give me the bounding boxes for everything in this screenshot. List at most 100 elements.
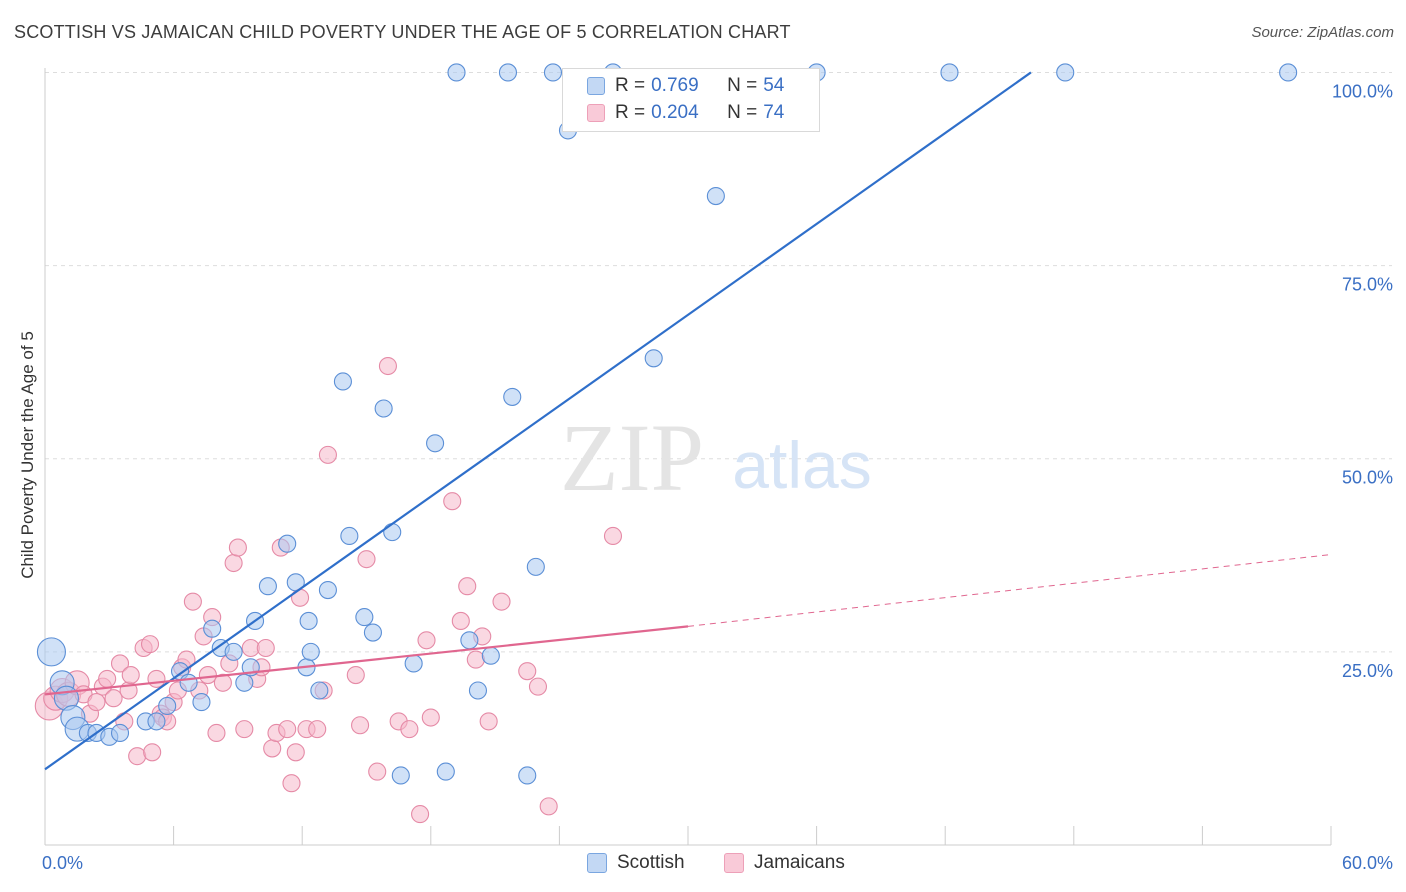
scottish-point — [447, 63, 466, 82]
scottish-point — [355, 608, 374, 627]
scottish-point — [481, 646, 500, 665]
scottish-point — [36, 637, 66, 667]
scottish-point — [147, 712, 166, 731]
series-legend: Scottish Jamaicans — [0, 852, 1406, 878]
scottish-point — [310, 681, 329, 700]
jamaicans-point — [121, 665, 140, 685]
x-tick-label-max: 60.0% — [1342, 853, 1393, 873]
series-legend-scottish[interactable]: Scottish — [587, 852, 685, 874]
jamaicans-point — [282, 774, 301, 793]
scottish-point — [363, 623, 382, 642]
scottish-point — [1279, 63, 1298, 82]
jamaicans-point — [143, 743, 162, 762]
scottish-legend-icon — [587, 853, 607, 873]
scottish-point — [203, 619, 222, 638]
jamaicans-point — [346, 665, 365, 685]
x-tick-label-min: 0.0% — [42, 853, 83, 873]
legend-scottish-n-value: 54 — [763, 75, 785, 96]
jamaicans-point — [241, 638, 260, 658]
legend-row-jamaicans: R = 0.204 N = 74 — [587, 100, 784, 126]
chart-title: SCOTTISH VS JAMAICAN CHILD POVERTY UNDER… — [14, 22, 791, 42]
scottish-point — [333, 372, 352, 391]
scottish-point — [498, 63, 518, 82]
jamaicans-point — [308, 720, 327, 739]
scottish-point — [235, 673, 254, 692]
tick-labels: 25.0% 50.0% 75.0% 100.0% 0.0% 60.0% — [42, 81, 1393, 873]
scottish-point — [706, 187, 725, 206]
y-tick-label: 100.0% — [1332, 81, 1393, 101]
jamaicans-point — [278, 720, 297, 739]
legend-jamaicans-r-label: R = — [615, 102, 646, 123]
scottish-point — [301, 642, 320, 661]
jamaicans-point — [198, 665, 217, 685]
scottish-point — [526, 557, 545, 576]
scottish-point — [179, 673, 198, 692]
scottish-point — [404, 654, 423, 673]
jamaicans-point — [110, 654, 130, 673]
scottish-points — [36, 63, 1298, 785]
jamaicans-point — [518, 662, 537, 681]
jamaicans-point — [213, 673, 232, 692]
jamaicans-point — [528, 677, 548, 696]
watermark: ZIP atlas — [560, 404, 872, 511]
legend-scottish-r-label: R = — [615, 75, 646, 96]
jamaicans-point — [466, 650, 485, 669]
correlation-legend: R = 0.769 N = 54 R = 0.204 N = 74 — [562, 68, 820, 132]
jamaicans-point — [378, 356, 397, 376]
scottish-point — [383, 523, 402, 542]
scottish-point — [258, 577, 277, 596]
jamaicans-point — [539, 797, 558, 816]
scottish-point — [224, 642, 243, 661]
scottish-point — [543, 63, 563, 82]
legend-scottish-n-label: N = — [727, 75, 758, 96]
scottish-point — [340, 526, 359, 546]
y-tick-label: 75.0% — [1342, 275, 1393, 295]
jamaicans-point — [98, 669, 117, 688]
jamaicans-point — [411, 805, 430, 824]
y-tick-label: 50.0% — [1342, 468, 1393, 488]
jamaicans-point — [451, 611, 470, 631]
scottish-point — [468, 681, 488, 700]
jamaicans-point — [318, 445, 337, 464]
scottish-point — [940, 63, 959, 82]
scottish-point — [518, 766, 537, 785]
legend-scottish-r-value: 0.769 — [651, 75, 699, 96]
series-legend-jamaicans[interactable]: Jamaicans — [724, 852, 845, 874]
scottish-trend-line — [44, 71, 1032, 771]
jamaicans-point — [207, 723, 226, 743]
series-legend-scottish-label: Scottish — [617, 852, 685, 873]
jamaicans-point — [421, 708, 440, 727]
y-tick-label: 25.0% — [1342, 661, 1393, 681]
jamaicans-point — [256, 638, 275, 658]
jamaicans-point — [458, 577, 477, 596]
scottish-point — [1056, 63, 1075, 82]
watermark-zip: ZIP — [560, 404, 704, 511]
jamaicans-point — [104, 689, 123, 708]
jamaicans-point — [357, 550, 376, 569]
jamaicans-point — [147, 669, 166, 688]
jamaicans-point — [235, 720, 254, 739]
scottish-point — [391, 766, 410, 785]
jamaicans-point — [492, 592, 511, 611]
scottish-point — [460, 631, 479, 650]
jamaicans-point — [417, 631, 436, 650]
jamaicans-point — [183, 592, 202, 611]
jamaicans-trend-extension — [687, 554, 1332, 627]
legend-jamaicans-n-label: N = — [727, 102, 758, 123]
scottish-point — [318, 581, 337, 600]
scottish-point — [278, 534, 297, 553]
jamaicans-point — [351, 716, 370, 735]
y-axis-label: Child Poverty Under the Age of 5 — [18, 331, 37, 579]
jamaicans-points — [34, 356, 623, 824]
scottish-point — [110, 723, 130, 743]
scottish-point — [374, 399, 393, 418]
source-credit: Source: ZipAtlas.com — [1251, 24, 1394, 41]
jamaicans-point — [368, 762, 387, 781]
jamaicans-point — [140, 635, 160, 654]
gridlines — [45, 71, 1392, 653]
jamaicans-point — [479, 712, 498, 731]
jamaicans-swatch-icon — [587, 104, 605, 122]
legend-jamaicans-n-value: 74 — [763, 102, 785, 123]
legend-jamaicans-r-value: 0.204 — [651, 102, 699, 123]
